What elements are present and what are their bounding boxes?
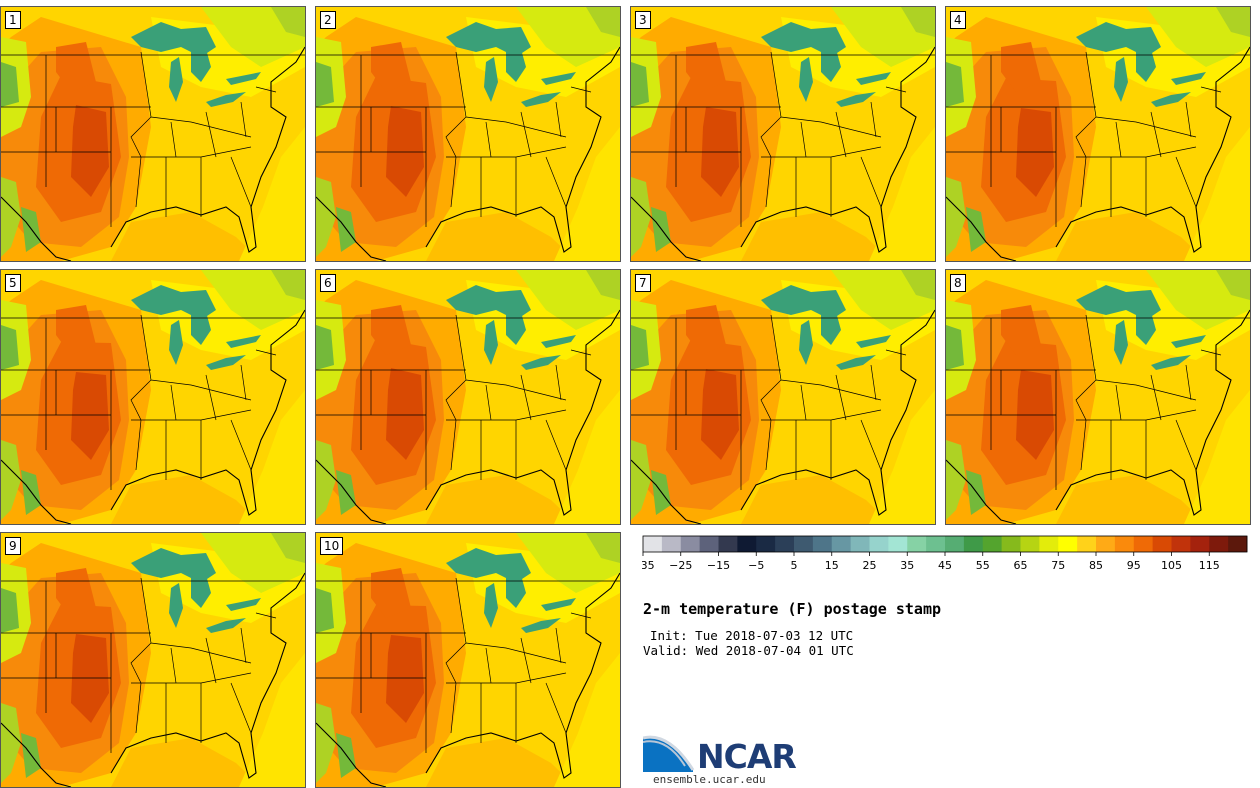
colorbar-swatch	[812, 536, 833, 552]
colorbar-swatch	[907, 536, 927, 552]
colorbar-swatch	[831, 536, 852, 552]
member-label: 10	[320, 537, 344, 555]
colorbar-tick-label: 85	[1089, 559, 1103, 572]
colorbar-tick-label: −25	[669, 559, 692, 572]
ncar-logo-icon	[643, 735, 695, 772]
colorbar-swatch	[1114, 536, 1135, 552]
temperature-map	[1, 533, 305, 787]
colorbar-swatch	[1001, 536, 1021, 552]
colorbar-tick-label: −15	[707, 559, 730, 572]
member-label: 1	[5, 11, 21, 29]
member-label: 9	[5, 537, 21, 555]
colorbar-tick-label: 75	[1051, 559, 1065, 572]
colorbar-swatch	[1020, 536, 1040, 552]
valid-label: Valid:	[643, 643, 689, 658]
init-label: Init:	[650, 628, 688, 643]
member-label: 5	[5, 274, 21, 292]
member-map-panel: 4	[945, 6, 1251, 262]
colorbar-swatch	[1209, 536, 1229, 552]
colorbar-swatch	[1228, 536, 1248, 552]
colorbar-tick-label: 95	[1127, 559, 1141, 572]
member-map-panel: 9	[0, 532, 306, 788]
member-map-panel: 7	[630, 269, 936, 525]
temperature-map	[316, 270, 620, 524]
temperature-colorbar: −35 −25 −15 −5 5 15 25 35 45 55 65 75 85 95 105 115	[642, 535, 1248, 572]
colorbar-swatch	[756, 536, 776, 552]
colorbar-tick-label: 25	[863, 559, 877, 572]
logo-url: ensemble.ucar.edu	[653, 773, 766, 786]
colorbar-swatch	[1152, 536, 1172, 552]
colorbar-tick-label: 15	[825, 559, 839, 572]
member-map-panel: 1	[0, 6, 306, 262]
plot-title: 2-m temperature (F) postage stamp	[643, 600, 942, 618]
valid-time: Wed 2018-07-04 01 UTC	[695, 643, 854, 658]
member-label: 4	[950, 11, 966, 29]
colorbar-tick-label: 5	[791, 559, 798, 572]
colorbar-tick-label: 105	[1161, 559, 1182, 572]
colorbar-tick-label: 55	[976, 559, 990, 572]
colorbar-tick-label: 35	[900, 559, 914, 572]
member-map-panel: 6	[315, 269, 621, 525]
temperature-map	[946, 270, 1250, 524]
colorbar-swatch	[850, 536, 870, 552]
temperature-map	[1, 270, 305, 524]
colorbar-swatch	[1190, 536, 1210, 552]
member-map-panel: 10	[315, 532, 621, 788]
colorbar-swatch	[963, 536, 984, 552]
colorbar-swatch	[888, 536, 908, 552]
colorbar-swatch	[1133, 536, 1154, 552]
member-label: 7	[635, 274, 651, 292]
colorbar-swatch	[794, 536, 814, 552]
colorbar-swatch	[982, 536, 1003, 552]
member-map-panel: 8	[945, 269, 1251, 525]
colorbar-tick-label: 115	[1199, 559, 1220, 572]
colorbar-swatch	[1171, 536, 1191, 552]
colorbar-swatch	[869, 536, 889, 552]
colorbar-swatch	[926, 536, 946, 552]
member-map-panel: 5	[0, 269, 306, 525]
member-map-panel: 3	[630, 6, 936, 262]
colorbar-swatch	[775, 536, 795, 552]
temperature-map	[316, 533, 620, 787]
temperature-map	[631, 270, 935, 524]
colorbar-swatch	[680, 536, 701, 552]
member-label: 6	[320, 274, 336, 292]
temperature-map	[1, 7, 305, 261]
init-time: Tue 2018-07-03 12 UTC	[695, 628, 854, 643]
temperature-map	[946, 7, 1250, 261]
colorbar-swatch	[718, 536, 738, 552]
colorbar-swatch	[945, 536, 965, 552]
colorbar-tick-label: −35	[642, 559, 655, 572]
colorbar-swatch	[661, 536, 682, 552]
init-line: Init: Tue 2018-07-03 12 UTC	[650, 628, 853, 643]
colorbar-swatch	[737, 536, 757, 552]
colorbar-tick-label: −5	[748, 559, 764, 572]
colorbar-swatch	[1077, 536, 1097, 552]
member-label: 3	[635, 11, 651, 29]
colorbar-swatch	[1058, 536, 1078, 552]
colorbar-swatch	[699, 536, 719, 552]
colorbar-swatch	[1096, 536, 1116, 552]
colorbar-swatch	[643, 536, 663, 552]
member-label: 8	[950, 274, 966, 292]
colorbar-swatch	[1039, 536, 1059, 552]
member-map-panel: 2	[315, 6, 621, 262]
member-label: 2	[320, 11, 336, 29]
valid-line: Valid: Wed 2018-07-04 01 UTC	[643, 643, 854, 658]
colorbar-tick-label: 45	[938, 559, 952, 572]
temperature-map	[316, 7, 620, 261]
temperature-map	[631, 7, 935, 261]
colorbar-tick-label: 65	[1014, 559, 1028, 572]
ncar-logo-text: NCAR	[697, 737, 797, 776]
